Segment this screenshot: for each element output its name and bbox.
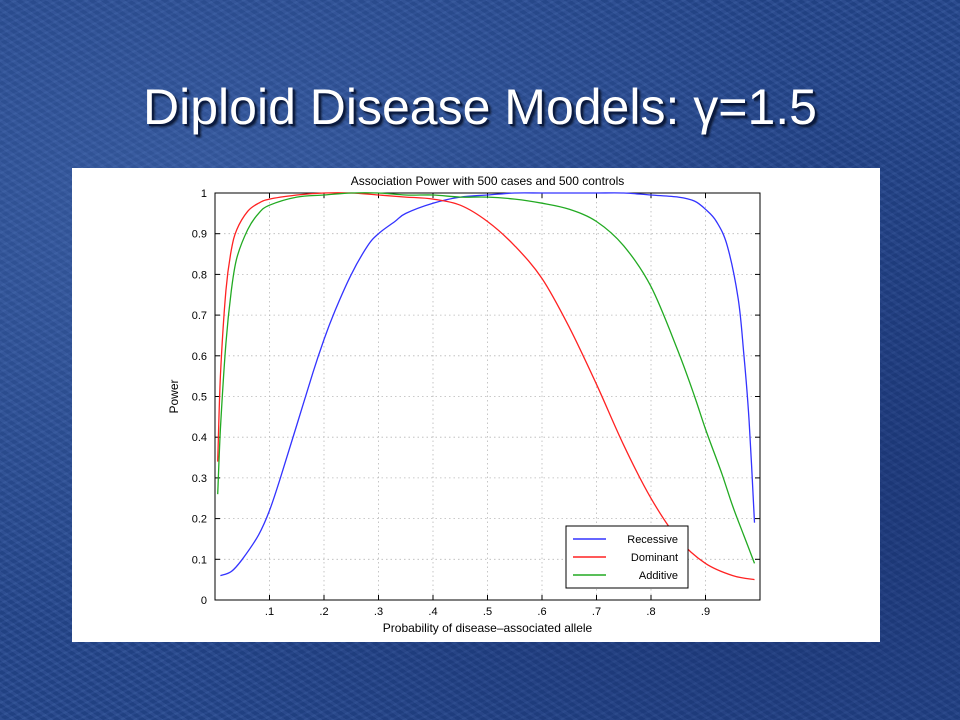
y-tick-label: 0.7: [192, 310, 207, 322]
y-tick-label: 0.5: [192, 392, 207, 404]
x-tick-label: .2: [319, 606, 328, 618]
x-axis-label: Probability of disease–associated allele: [383, 621, 593, 635]
y-tick-label: 0.9: [192, 229, 207, 241]
legend-label-dominant: Dominant: [631, 552, 678, 564]
legend-label-additive: Additive: [639, 570, 678, 582]
chart-title: Association Power with 500 cases and 500…: [351, 174, 625, 188]
y-tick-label: 0.4: [192, 432, 207, 444]
legend: Recessive Dominant Additive: [565, 525, 689, 589]
y-tick-label: 0.8: [192, 269, 207, 281]
grid-layer: [215, 193, 760, 600]
y-tick-label: 0: [201, 595, 207, 607]
series-line-additive: [217, 192, 756, 564]
legend-label-recessive: Recessive: [627, 534, 678, 546]
power-chart: .1 .2 .3 .4 .5 .6 .7 .8 .9 0 0.1 0.2 0.3 0.4 0.5 0.6 0.7…: [167, 174, 761, 635]
y-tick-label: 0.1: [192, 554, 207, 566]
y-axis-label: Power: [167, 379, 181, 413]
x-tick-label: .6: [537, 606, 546, 618]
y-tick-label: 0.6: [192, 351, 207, 363]
x-tick-label: .3: [374, 606, 383, 618]
slide-title: Diploid Disease Models: γ=1.5: [143, 79, 817, 135]
x-tick-label: .7: [592, 606, 601, 618]
chart-panel: .1 .2 .3 .4 .5 .6 .7 .8 .9 0 0.1 0.2 0.3 0.4 0.5 0.6 0.7…: [72, 168, 880, 642]
x-tick-label: .8: [646, 606, 655, 618]
x-tick-label: .5: [483, 606, 492, 618]
tick-layer: .1 .2 .3 .4 .5 .6 .7 .8 .9 0 0.1 0.2 0.3 0.4 0.5 0.6 0.7…: [192, 188, 760, 618]
x-tick-label: .4: [428, 606, 437, 618]
y-tick-label: 1: [201, 188, 207, 200]
x-tick-label: .1: [265, 606, 274, 618]
series-line-dominant: [217, 192, 755, 581]
x-tick-label: .9: [701, 606, 710, 618]
y-tick-label: 0.3: [192, 473, 207, 485]
y-tick-label: 0.2: [192, 514, 207, 526]
series-layer: [217, 192, 756, 581]
